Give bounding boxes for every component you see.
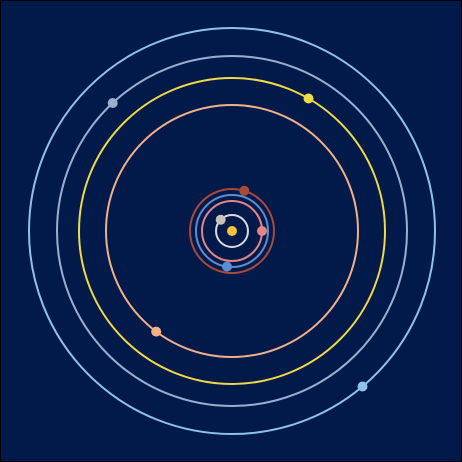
- orbit-8: [28, 27, 436, 435]
- sun: [227, 226, 237, 236]
- planet-group: [107, 93, 368, 392]
- planet-4: [239, 185, 250, 196]
- planet-5: [151, 326, 162, 337]
- planet-8: [357, 381, 368, 392]
- orbit-6: [78, 77, 386, 385]
- planet-6: [303, 93, 314, 104]
- planet-1: [215, 214, 226, 225]
- planet-7: [107, 98, 118, 108]
- planet-2: [257, 226, 267, 236]
- orbit-5: [105, 104, 359, 358]
- orbit-3: [195, 194, 269, 268]
- orbit-4: [189, 188, 275, 274]
- orbit-7: [56, 55, 408, 407]
- orbit-group: [28, 27, 436, 435]
- orbit-1: [215, 214, 249, 248]
- planet-3: [222, 261, 232, 272]
